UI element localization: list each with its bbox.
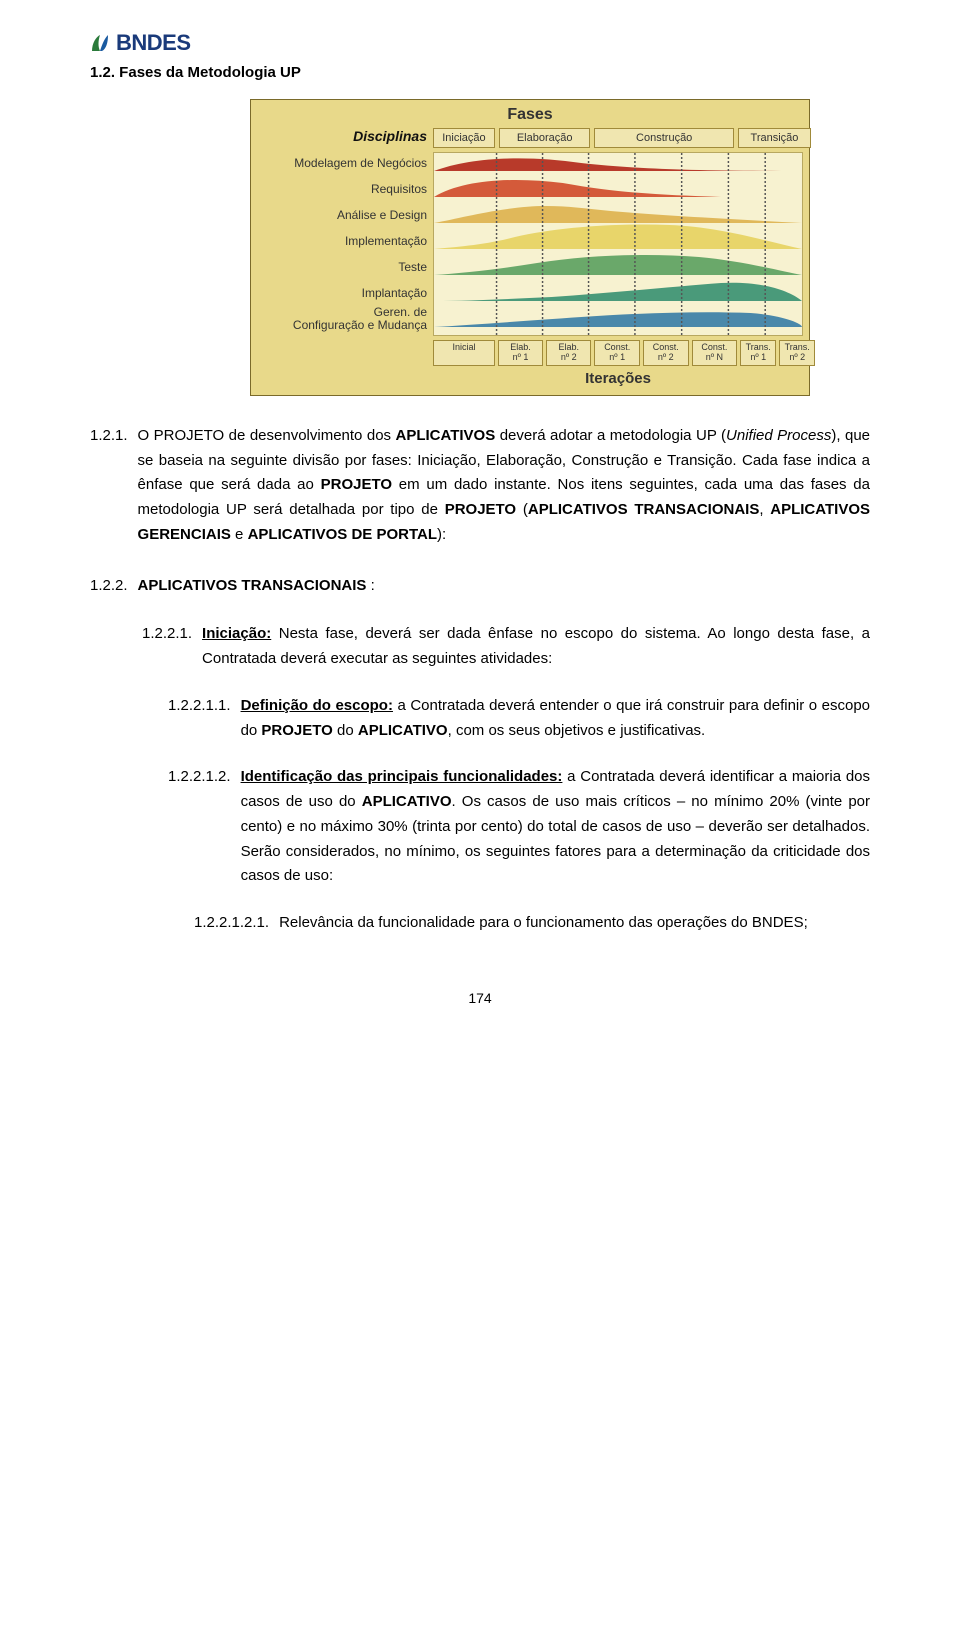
iteration-box: Const.nº N bbox=[692, 340, 738, 366]
item-number: 1.2.2.1. bbox=[142, 622, 192, 672]
paragraph-1.2.2.1.2: 1.2.2.1.2. Identificação das principais … bbox=[168, 765, 870, 889]
phase-headers: IniciaçãoElaboraçãoConstruçãoTransição bbox=[433, 128, 803, 148]
item-number: 1.2.2.1.2.1. bbox=[194, 911, 269, 936]
chart-title: Fases bbox=[257, 106, 803, 124]
phase-header: Construção bbox=[594, 128, 734, 148]
phase-header: Transição bbox=[738, 128, 811, 148]
paragraph-1.2.2.1.2.1: 1.2.2.1.2.1. Relevância da funcionalidad… bbox=[194, 911, 870, 936]
item-number: 1.2.2.1.1. bbox=[168, 694, 231, 744]
iteration-row: InicialElab.nº 1Elab.nº 2Const.nº 1Const… bbox=[433, 340, 803, 366]
item-text: APLICATIVOS TRANSACIONAIS : bbox=[138, 574, 870, 599]
discipline-label: Geren. deConfiguração e Mudança bbox=[257, 306, 427, 332]
iteration-box: Const.nº 2 bbox=[643, 340, 689, 366]
page-number: 174 bbox=[90, 990, 870, 1006]
discipline-label: Requisitos bbox=[257, 176, 427, 202]
iteration-box: Trans.nº 2 bbox=[779, 340, 815, 366]
item-text: Relevância da funcionalidade para o func… bbox=[279, 911, 870, 936]
document-page: BNDES 1.2. Fases da Metodologia UP Fases… bbox=[0, 0, 960, 1046]
phase-header: Iniciação bbox=[433, 128, 495, 148]
section-heading: 1.2. Fases da Metodologia UP bbox=[90, 64, 870, 81]
paragraph-1.2.1: 1.2.1. O PROJETO de desenvolvimento dos … bbox=[90, 424, 870, 548]
item-number: 1.2.2. bbox=[90, 574, 128, 599]
logo: BNDES bbox=[90, 30, 870, 56]
discipline-label: Implantação bbox=[257, 280, 427, 306]
disciplines-column: Disciplinas Modelagem de NegóciosRequisi… bbox=[257, 128, 433, 387]
plot-area bbox=[433, 152, 803, 336]
iteration-box: Elab.nº 2 bbox=[546, 340, 591, 366]
logo-text: BNDES bbox=[116, 30, 191, 56]
paragraph-1.2.2.1: 1.2.2.1. Iniciação: Nesta fase, deverá s… bbox=[142, 622, 870, 672]
item-number: 1.2.1. bbox=[90, 424, 128, 548]
discipline-label: Teste bbox=[257, 254, 427, 280]
iteration-box: Trans.nº 1 bbox=[740, 340, 776, 366]
item-number: 1.2.2.1.2. bbox=[168, 765, 231, 889]
iteration-box: Const.nº 1 bbox=[594, 340, 640, 366]
iteration-box: Elab.nº 1 bbox=[498, 340, 543, 366]
item-text: O PROJETO de desenvolvimento dos APLICAT… bbox=[138, 424, 870, 548]
iterations-title: Iterações bbox=[433, 370, 803, 387]
up-phases-chart: Fases Disciplinas Modelagem de NegóciosR… bbox=[250, 99, 810, 396]
discipline-label: Análise e Design bbox=[257, 202, 427, 228]
paragraph-1.2.2.1.1: 1.2.2.1.1. Definição do escopo: a Contra… bbox=[168, 694, 870, 744]
item-text: Identificação das principais funcionalid… bbox=[241, 765, 870, 889]
iteration-box: Inicial bbox=[433, 340, 495, 366]
chart-panel: Fases Disciplinas Modelagem de NegóciosR… bbox=[250, 99, 810, 396]
plot-column: IniciaçãoElaboraçãoConstruçãoTransição I… bbox=[433, 128, 803, 387]
discipline-label: Implementação bbox=[257, 228, 427, 254]
disciplines-header: Disciplinas bbox=[257, 128, 427, 144]
item-text: Iniciação: Nesta fase, deverá ser dada ê… bbox=[202, 622, 870, 672]
logo-icon bbox=[90, 33, 110, 53]
item-text: Definição do escopo: a Contratada deverá… bbox=[241, 694, 870, 744]
phase-header: Elaboração bbox=[499, 128, 591, 148]
discipline-label: Modelagem de Negócios bbox=[257, 150, 427, 176]
paragraph-1.2.2: 1.2.2. APLICATIVOS TRANSACIONAIS : bbox=[90, 574, 870, 599]
